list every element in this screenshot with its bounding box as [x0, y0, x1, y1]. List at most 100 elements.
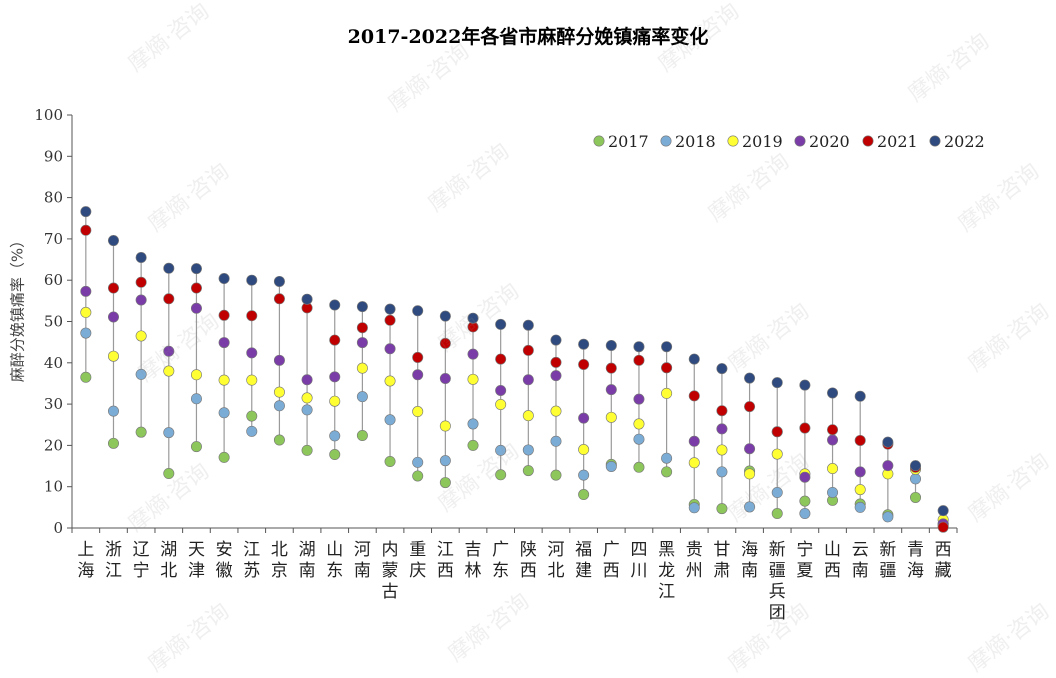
data-point-2018 — [854, 501, 866, 513]
data-point-2018 — [827, 486, 839, 498]
data-point-2018 — [910, 473, 922, 485]
data-point-2019 — [854, 484, 866, 496]
y-tick-label: 70 — [44, 230, 63, 248]
data-point-2019 — [273, 386, 285, 398]
x-tick-label: 福建 — [575, 540, 592, 581]
data-point-2022 — [107, 235, 119, 247]
x-tick-label: 山东 — [326, 540, 343, 581]
data-point-2020 — [80, 285, 92, 297]
data-point-2020 — [301, 374, 313, 386]
data-point-2021 — [744, 401, 756, 413]
x-tick-label: 云南 — [852, 540, 869, 581]
data-point-2020 — [716, 423, 728, 435]
x-tick-label: 陕西 — [520, 540, 537, 581]
x-tick-label: 湖北 — [160, 540, 177, 581]
y-tick-label: 90 — [44, 147, 63, 165]
data-point-2019 — [771, 448, 783, 460]
x-tick-label: 海南 — [741, 540, 758, 581]
data-point-2022 — [827, 387, 839, 399]
data-point-2022 — [329, 299, 341, 311]
data-point-2022 — [799, 379, 811, 391]
data-point-2022 — [882, 436, 894, 448]
y-tick-label: 100 — [34, 106, 63, 124]
data-point-2018 — [384, 414, 396, 426]
data-point-2019 — [80, 306, 92, 318]
data-point-2020 — [744, 443, 756, 455]
data-point-2022 — [937, 505, 949, 517]
data-point-2020 — [605, 384, 617, 396]
x-tick-label: 北京 — [271, 540, 288, 581]
data-point-2021 — [190, 282, 202, 294]
data-point-2021 — [218, 309, 230, 321]
data-point-2021 — [80, 224, 92, 236]
data-point-2018 — [273, 400, 285, 412]
data-point-2019 — [218, 374, 230, 386]
data-point-2018 — [716, 466, 728, 478]
data-point-2017 — [495, 469, 507, 481]
data-point-2020 — [107, 311, 119, 323]
data-point-2017 — [329, 448, 341, 460]
data-point-2022 — [605, 339, 617, 351]
y-tick-label: 80 — [44, 189, 63, 207]
data-point-2022 — [854, 390, 866, 402]
data-point-2019 — [301, 392, 313, 404]
data-point-2019 — [439, 420, 451, 432]
data-point-2018 — [356, 391, 368, 403]
data-point-2021 — [273, 293, 285, 305]
data-point-2018 — [163, 427, 175, 439]
y-tick-label: 50 — [44, 313, 63, 331]
x-tick-label: 西藏 — [935, 540, 952, 581]
data-point-2021 — [937, 521, 949, 533]
data-point-2020 — [439, 372, 451, 384]
data-point-2021 — [688, 390, 700, 402]
data-point-2017 — [301, 444, 313, 456]
data-point-2019 — [827, 463, 839, 475]
x-tick-label: 湖南 — [299, 540, 316, 581]
data-point-2022 — [716, 363, 728, 375]
data-point-2017 — [550, 469, 562, 481]
data-point-2018 — [550, 435, 562, 447]
data-point-2019 — [107, 350, 119, 362]
data-point-2018 — [218, 407, 230, 419]
x-tick-label: 黑龙江 — [658, 540, 675, 602]
data-point-2019 — [246, 374, 258, 386]
data-point-2018 — [744, 501, 756, 513]
data-point-2021 — [578, 358, 590, 370]
data-point-2020 — [799, 471, 811, 483]
y-tick-label: 60 — [44, 271, 63, 289]
data-point-2017 — [273, 434, 285, 446]
data-point-2020 — [384, 343, 396, 355]
data-point-2018 — [190, 393, 202, 405]
data-point-2018 — [771, 486, 783, 498]
chart-title: 2017-2022年各省市麻醉分娩镇痛率变化 — [347, 26, 709, 48]
data-point-2018 — [605, 460, 617, 472]
data-point-2020 — [412, 369, 424, 381]
x-tick-label: 重庆 — [409, 540, 426, 581]
data-point-2022 — [633, 341, 645, 353]
data-point-2021 — [135, 276, 147, 288]
data-point-2019 — [716, 444, 728, 456]
data-point-2021 — [550, 356, 562, 368]
data-point-2019 — [633, 418, 645, 430]
data-point-2017 — [716, 503, 728, 515]
x-tick-label: 天津 — [188, 540, 205, 581]
x-tick-label: 江西 — [437, 540, 454, 581]
data-point-2017 — [190, 441, 202, 453]
legend-label: 2022 — [944, 132, 985, 151]
x-tick-label: 新疆 — [879, 540, 896, 581]
data-point-2022 — [273, 275, 285, 287]
x-tick-label: 宁夏 — [796, 540, 813, 581]
data-point-2021 — [384, 314, 396, 326]
data-point-2018 — [439, 455, 451, 467]
data-point-2018 — [661, 452, 673, 464]
x-tick-label: 贵州 — [686, 540, 703, 581]
x-tick-label: 广东 — [492, 540, 509, 581]
data-point-2017 — [439, 477, 451, 489]
x-tick-label: 内蒙古 — [382, 540, 399, 602]
data-point-2017 — [384, 456, 396, 468]
legend-label: 2019 — [742, 132, 783, 151]
data-point-2018 — [412, 456, 424, 468]
data-point-2019 — [412, 406, 424, 418]
data-point-2018 — [80, 327, 92, 339]
